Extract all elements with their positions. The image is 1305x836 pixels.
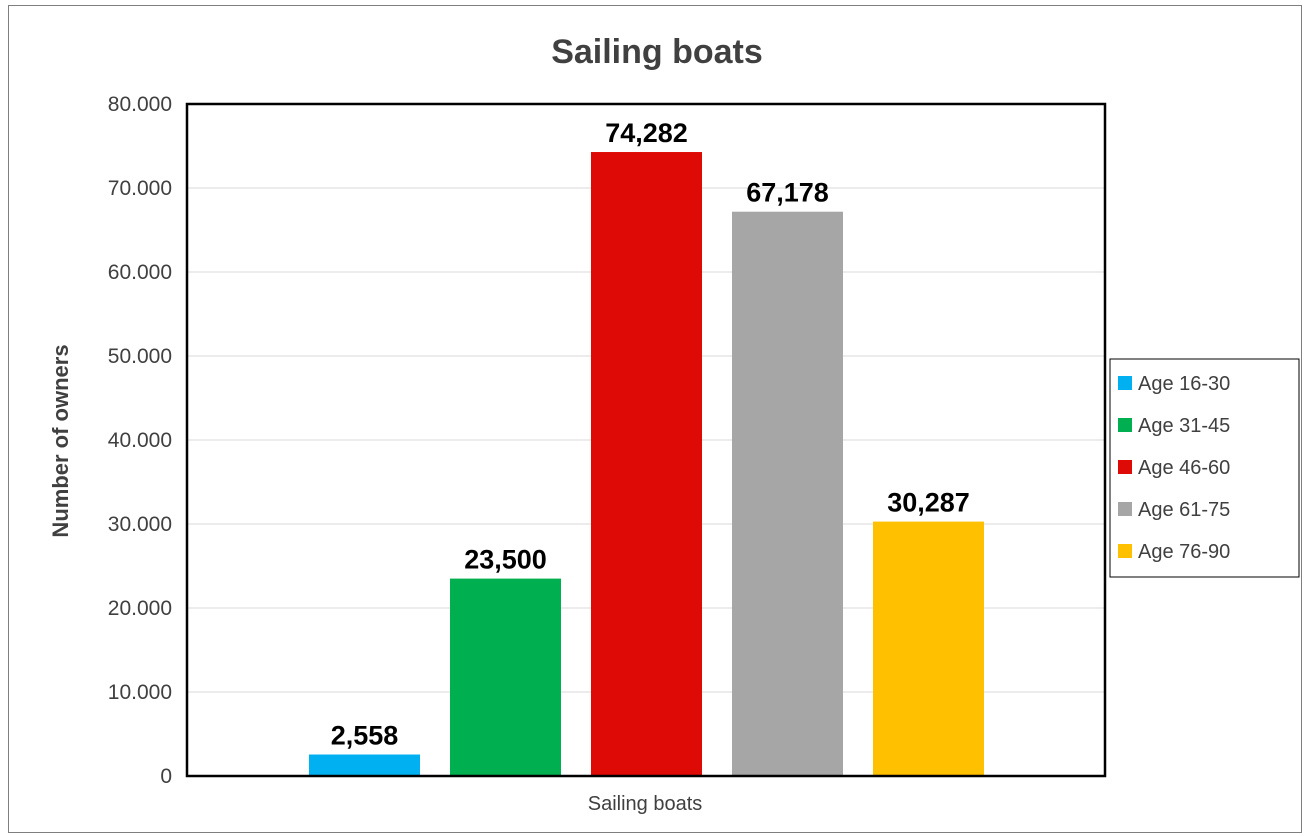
- legend-swatch: [1118, 418, 1132, 432]
- y-tick-label: 0: [160, 765, 172, 788]
- data-labels: 2,558 23,500 74,282 67,178 30,287: [331, 118, 970, 750]
- bar-age-61-75: [732, 211, 843, 776]
- data-label: 67,178: [746, 178, 829, 208]
- data-label: 30,287: [887, 488, 970, 518]
- legend-swatch: [1118, 502, 1132, 516]
- legend-swatch: [1118, 544, 1132, 558]
- y-tick-label: 10.000: [108, 681, 172, 704]
- legend: Age 16-30 Age 31-45 Age 46-60 Age 61-75 Age …: [1109, 358, 1300, 578]
- y-axis-ticks: 0 10.000 20.000 30.000 40.000 50.000 60.000 70.…: [108, 93, 172, 788]
- y-tick-label: 60.000: [108, 261, 172, 284]
- y-tick-label: 30.000: [108, 513, 172, 536]
- bar-age-76-90: [873, 521, 984, 776]
- legend-label: Age 46-60: [1138, 457, 1230, 479]
- y-tick-label: 20.000: [108, 597, 172, 620]
- y-tick-label: 40.000: [108, 429, 172, 452]
- y-tick-label: 50.000: [108, 345, 172, 368]
- bar-age-46-60: [591, 152, 702, 777]
- legend-swatch: [1118, 460, 1132, 474]
- y-tick-label: 70.000: [108, 177, 172, 200]
- legend-label: Age 16-30: [1138, 373, 1230, 395]
- bars: [309, 152, 984, 777]
- bar-age-31-45: [450, 578, 561, 776]
- legend-box: [1109, 358, 1300, 578]
- legend-label: Age 31-45: [1138, 415, 1230, 437]
- bar-age-16-30: [309, 754, 420, 776]
- data-label: 2,558: [331, 721, 399, 751]
- data-label: 23,500: [464, 545, 547, 575]
- y-tick-label: 80.000: [108, 93, 172, 116]
- y-axis-label: Number of owners: [48, 344, 73, 537]
- legend-label: Age 76-90: [1138, 541, 1230, 563]
- chart-title: Sailing boats: [551, 33, 763, 71]
- plot-area-border: [185, 102, 1107, 778]
- x-category-label: Sailing boats: [588, 793, 703, 815]
- legend-swatch: [1118, 376, 1132, 390]
- data-label: 74,282: [605, 118, 688, 148]
- legend-label: Age 61-75: [1138, 499, 1230, 521]
